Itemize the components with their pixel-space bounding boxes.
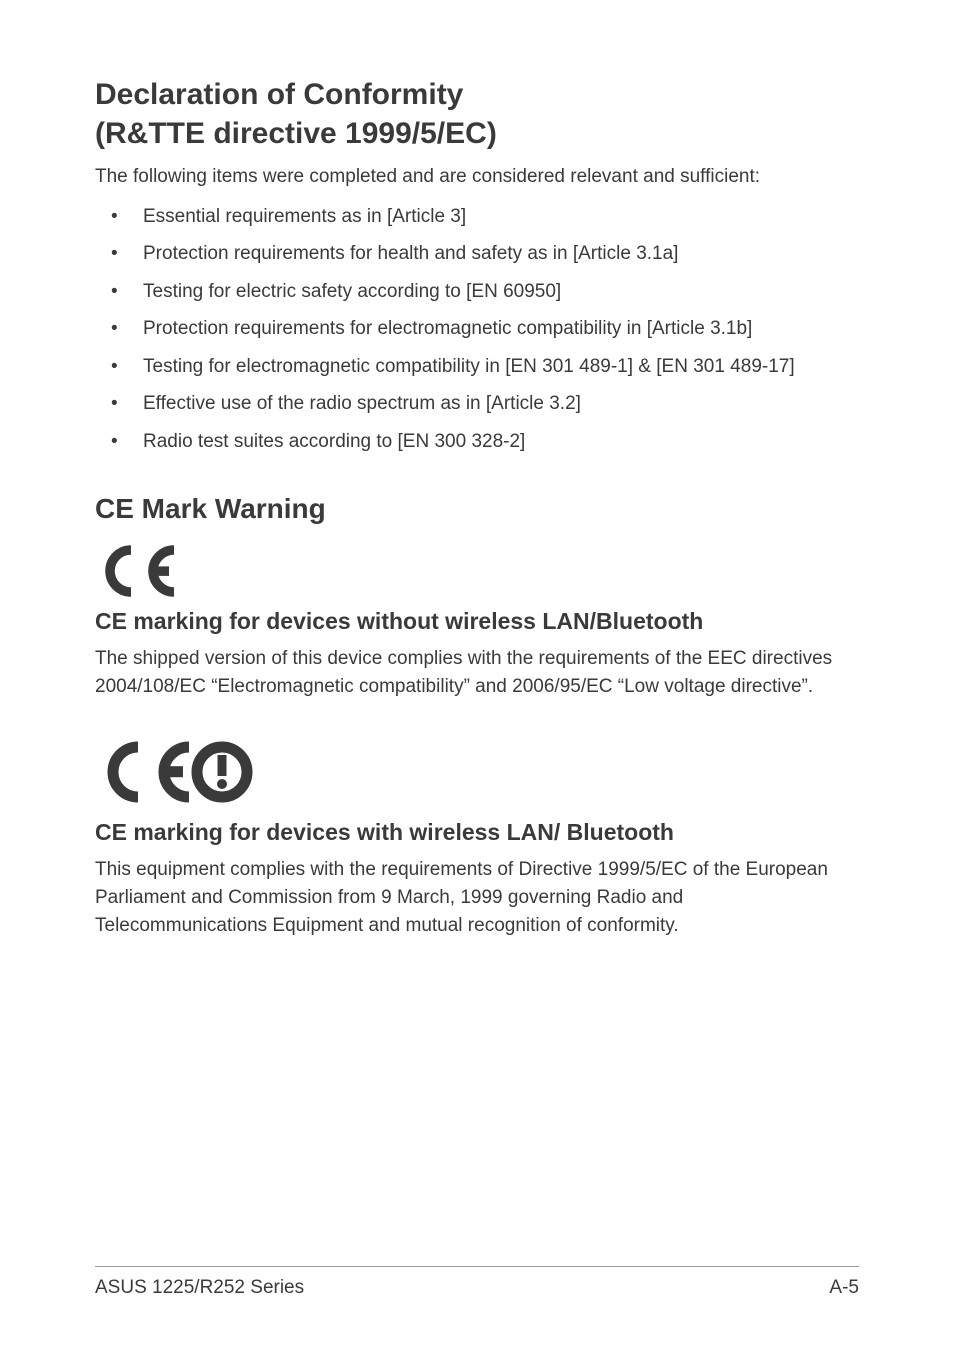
list-item: Protection requirements for electromagne… (95, 315, 859, 343)
title-line-1: Declaration of Conformity (95, 78, 463, 111)
list-item: Testing for electromagnetic compatibilit… (95, 353, 859, 381)
ce-mark-icon (95, 543, 859, 604)
ce-sub-text-1: The shipped version of this device compl… (95, 645, 859, 700)
ce-warning-title: CE Mark Warning (95, 493, 859, 525)
section-title: Declaration of Conformity (R&TTE directi… (95, 75, 859, 153)
ce-sub-heading-1: CE marking for devices without wireless … (95, 608, 859, 635)
list-item: Essential requirements as in [Article 3] (95, 203, 859, 231)
requirements-list: Essential requirements as in [Article 3]… (95, 203, 859, 456)
footer-product-name: ASUS 1225/R252 Series (95, 1277, 304, 1299)
ce-sub-text-2: This equipment complies with the require… (95, 856, 859, 939)
page-footer: ASUS 1225/R252 Series A-5 (95, 1266, 859, 1299)
ce-mark-alert-icon (95, 738, 859, 811)
list-item: Effective use of the radio spectrum as i… (95, 390, 859, 418)
footer-page-number: A-5 (829, 1277, 859, 1299)
list-item: Testing for electric safety according to… (95, 278, 859, 306)
intro-paragraph: The following items were completed and a… (95, 163, 859, 191)
footer-divider (95, 1266, 859, 1267)
title-line-2: (R&TTE directive 1999/5/EC) (95, 117, 497, 150)
ce-sub-heading-2: CE marking for devices with wireless LAN… (95, 819, 859, 846)
list-item: Protection requirements for health and s… (95, 240, 859, 268)
list-item: Radio test suites according to [EN 300 3… (95, 428, 859, 456)
